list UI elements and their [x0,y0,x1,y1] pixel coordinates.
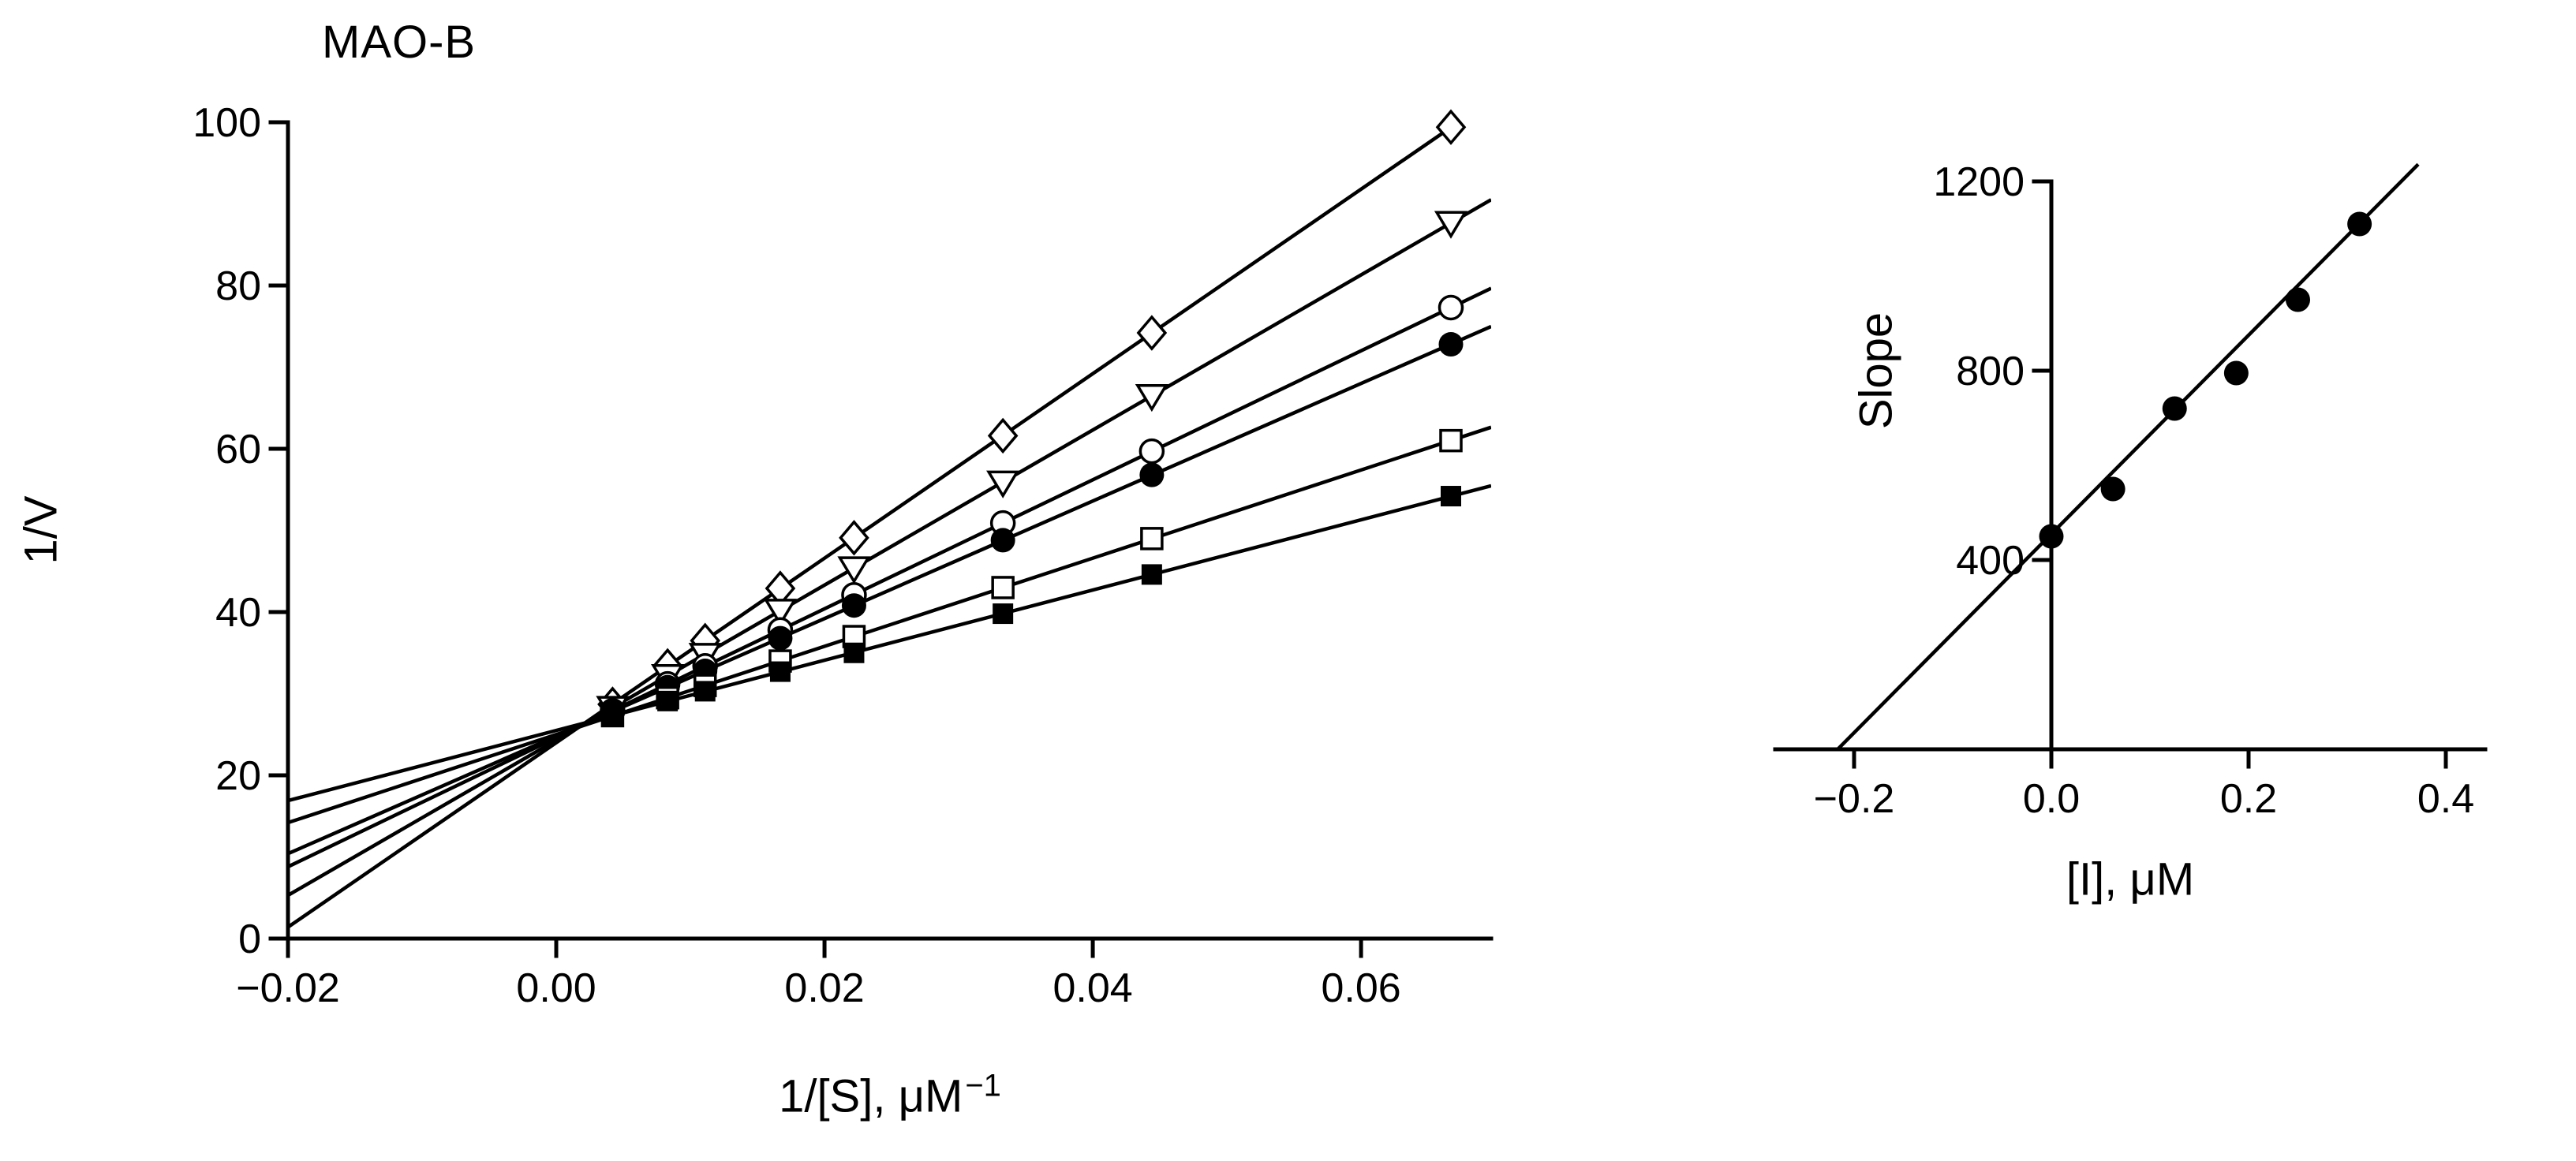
x-tick-label: 0.0 [2023,776,2080,822]
marker-filled-circle [2039,524,2064,549]
marker-filled-circle [990,528,1015,553]
marker-filled-circle [2100,476,2125,502]
left-x-axis-label-text: 1/[S], μM [779,1070,963,1122]
marker-open-triangle-down [1135,383,1168,413]
y-tick-label: 80 [215,263,261,309]
marker-open-square [991,576,1015,599]
data-points [596,109,1468,728]
left-x-axis-label: 1/[S], μM−1 [779,1068,1001,1123]
marker-open-circle [1138,438,1165,465]
fit-line-filled-square [288,483,1491,803]
axes [268,120,1494,958]
marker-open-triangle-down [763,599,798,627]
marker-open-triangle-down [986,470,1020,498]
marker-filled-circle [2347,211,2372,237]
data-points [2039,211,2372,549]
marker-open-triangle-down [837,556,871,584]
marker-filled-circle [2223,360,2249,386]
fit-line-open-diamond [288,122,1462,929]
chart-slope-replot: −0.2 0.0 0.2 0.4 400 800 1200 [1773,159,2488,822]
y-tick-label: 1200 [1933,159,2025,205]
marker-filled-circle [1139,462,1165,487]
marker-filled-circle [841,593,866,618]
x-tick-label: 0.02 [784,965,864,1011]
series-slope-replot [2039,211,2372,549]
fit-line-open-triangle-down [288,198,1491,898]
x-tick-label: −0.2 [1814,776,1895,822]
y-tick-label: 40 [215,590,261,636]
right-x-axis-label: [I], μM [2066,853,2195,905]
left-x-axis-label-superscript: −1 [965,1068,1001,1103]
y-tick-label: 100 [193,100,261,146]
fit-line-open-square [288,425,1491,825]
marker-filled-circle [2162,396,2187,421]
chart-lineweaver-burk: −0.02 0.00 0.02 0.04 0.06 0 20 40 60 80 100 [193,100,1494,1011]
marker-filled-square [657,690,679,711]
marker-filled-square [694,681,716,702]
marker-open-diamond [1435,109,1467,145]
fit-lines [288,122,1491,929]
tick-labels: −0.02 0.00 0.02 0.04 0.06 0 20 40 60 80 100 [193,100,1400,1011]
marker-filled-square [1440,486,1461,507]
marker-open-diamond [1136,315,1168,351]
x-tick-label: 0.4 [2417,776,2474,822]
fit-line-open-circle [288,286,1491,868]
y-tick-label: 60 [215,427,261,472]
x-tick-label: 0.06 [1321,965,1400,1011]
marker-open-triangle-down [1434,211,1468,239]
left-y-axis-label: 1/V [15,495,67,565]
y-tick-label: 400 [1956,538,2025,584]
fit-line-filled-circle [1836,162,2420,751]
left-chart-title: MAO-B [322,17,477,68]
marker-filled-square [602,705,623,726]
x-tick-label: 0.04 [1052,965,1132,1011]
x-tick-label: −0.02 [236,965,340,1011]
series-filled-square [602,486,1461,726]
marker-filled-circle [1438,332,1464,357]
x-tick-label: 0.2 [2220,776,2277,822]
marker-filled-circle [768,625,793,651]
marker-open-diamond [839,520,869,556]
marker-open-square [1140,527,1164,551]
marker-filled-square [1141,564,1162,585]
marker-open-diamond [987,417,1019,454]
marker-filled-square [993,603,1014,625]
right-y-axis-label: Slope [1850,312,1902,430]
marker-filled-square [769,661,791,682]
tick-labels: −0.2 0.0 0.2 0.4 400 800 1200 [1814,159,2474,822]
marker-open-square [1439,428,1463,453]
marker-open-circle [1438,294,1464,321]
fit-lines [1836,162,2420,751]
y-tick-label: 800 [1956,349,2025,394]
axes [1773,179,2488,769]
y-tick-label: 20 [215,753,261,799]
y-tick-label: 0 [238,916,261,962]
x-tick-label: 0.00 [516,965,596,1011]
marker-filled-square [843,642,865,663]
fit-line-filled-circle [288,324,1491,856]
marker-filled-circle [2286,287,2310,312]
